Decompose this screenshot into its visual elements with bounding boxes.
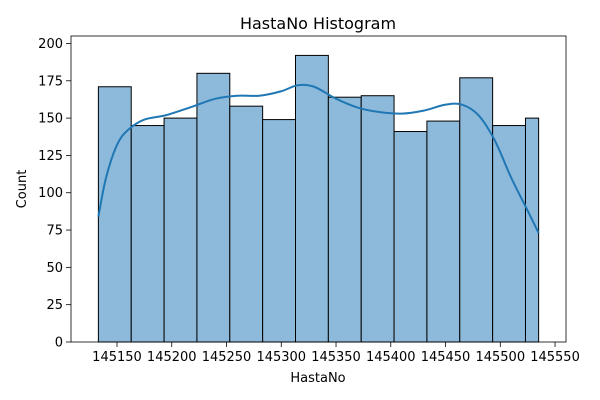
bars-group bbox=[97, 54, 540, 343]
x-tick-label: 145350 bbox=[311, 350, 361, 365]
histogram-bar-10 bbox=[393, 131, 428, 343]
x-ticks: 145150 145200 145250 145300 145350 145400 1454… bbox=[92, 342, 580, 365]
x-tick-label: 145500 bbox=[475, 350, 525, 365]
y-tick-label: 200 bbox=[38, 37, 63, 52]
x-tick-label: 145550 bbox=[530, 350, 580, 365]
x-tick-label: 145300 bbox=[256, 350, 306, 365]
histogram-bar-4 bbox=[196, 72, 231, 343]
y-tick-label: 50 bbox=[46, 261, 63, 276]
y-tick-label: 0 bbox=[55, 336, 63, 351]
histogram-bar-12 bbox=[459, 77, 494, 343]
y-tick-label: 25 bbox=[46, 298, 63, 313]
histogram-bar-5 bbox=[229, 105, 264, 343]
x-tick-label: 145450 bbox=[421, 350, 471, 365]
y-tick-label: 75 bbox=[46, 224, 63, 239]
x-tick-label: 145150 bbox=[92, 350, 142, 365]
y-tick-label: 150 bbox=[38, 112, 63, 127]
histogram-bar-11 bbox=[426, 120, 461, 343]
histogram-bar-2 bbox=[130, 125, 165, 343]
y-tick-label: 175 bbox=[38, 74, 63, 89]
y-ticks: 0 25 50 75 100 125 150 175 200 bbox=[38, 37, 71, 351]
y-tick-label: 100 bbox=[38, 186, 63, 201]
histogram-bar-3 bbox=[163, 117, 198, 343]
histogram-bar-6 bbox=[262, 119, 296, 343]
x-tick-label: 145250 bbox=[202, 350, 252, 365]
histogram-bar-8 bbox=[327, 96, 362, 343]
y-axis-label: Count bbox=[15, 170, 30, 209]
x-tick-label: 145200 bbox=[147, 350, 197, 365]
x-tick-label: 145400 bbox=[366, 350, 416, 365]
histogram-bar-7 bbox=[295, 54, 329, 343]
kde-line bbox=[97, 83, 540, 234]
x-axis-label: HastaNo bbox=[290, 371, 345, 386]
histogram-bar-13 bbox=[492, 125, 526, 343]
axes-frame bbox=[70, 35, 567, 343]
y-tick-label: 125 bbox=[38, 149, 63, 164]
histogram-bar-1 bbox=[97, 86, 132, 343]
histogram-bar-9 bbox=[360, 95, 395, 343]
chart-title: HastaNo Histogram bbox=[240, 14, 396, 33]
